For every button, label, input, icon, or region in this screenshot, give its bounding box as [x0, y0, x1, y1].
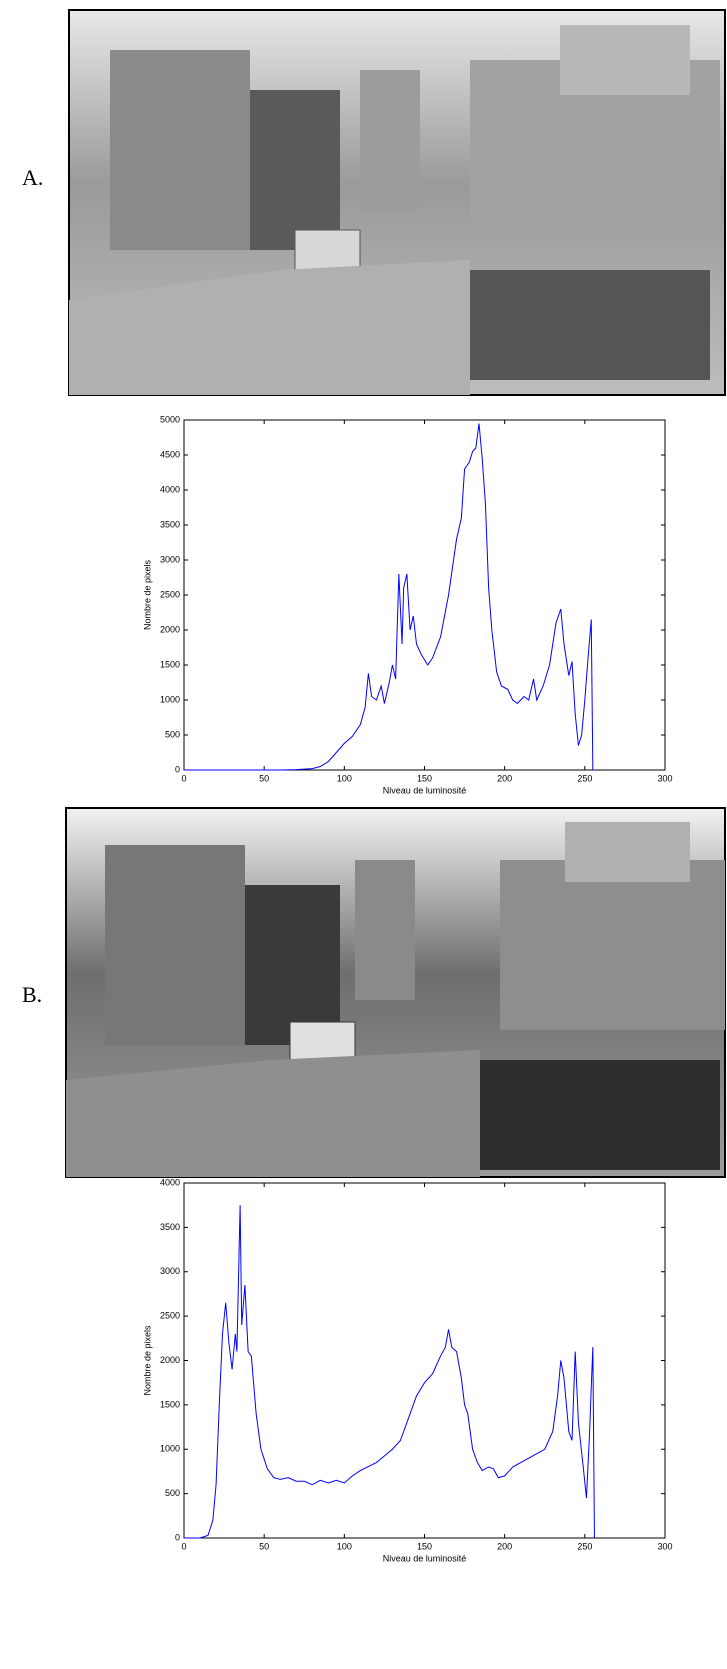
- y-tick-label: 3000: [160, 554, 180, 564]
- x-tick-label: 50: [259, 1541, 269, 1551]
- y-tick-label: 2000: [160, 624, 180, 634]
- y-tick-label: 4500: [160, 449, 180, 459]
- plot-frame: [183, 419, 666, 771]
- y-tick-label: 2000: [160, 1355, 180, 1365]
- x-tick-label: 0: [181, 773, 186, 783]
- y-tick-label: 500: [165, 729, 180, 739]
- x-tick-label: 300: [657, 773, 672, 783]
- x-tick-label: 300: [657, 1541, 672, 1551]
- y-tick-label: 0: [175, 764, 180, 774]
- data-line: [184, 423, 595, 771]
- photo-b: [65, 807, 726, 1178]
- x-tick-label: 150: [417, 773, 432, 783]
- x-tick-label: 100: [337, 773, 352, 783]
- y-tick-label: 5000: [160, 414, 180, 424]
- y-tick-label: 1000: [160, 1444, 180, 1454]
- y-tick-label: 2500: [160, 1311, 180, 1321]
- x-tick-label: 250: [577, 1541, 592, 1551]
- x-tick-label: 150: [417, 1541, 432, 1551]
- x-tick-label: 250: [577, 773, 592, 783]
- x-axis-label: Niveau de luminosité: [383, 785, 467, 795]
- y-tick-label: 4000: [160, 484, 180, 494]
- y-tick-label: 3500: [160, 1222, 180, 1232]
- y-tick-label: 4000: [160, 1177, 180, 1187]
- x-tick-label: 0: [181, 1541, 186, 1551]
- x-tick-label: 100: [337, 1541, 352, 1551]
- y-axis-label: Nombre de pixels: [142, 559, 152, 630]
- x-axis-label: Niveau de luminosité: [383, 1553, 467, 1563]
- panel-label: B.: [22, 982, 42, 1007]
- panel-label: A.: [22, 165, 43, 190]
- y-tick-label: 2500: [160, 589, 180, 599]
- y-tick-label: 1000: [160, 694, 180, 704]
- y-tick-label: 500: [165, 1488, 180, 1498]
- x-tick-label: 200: [497, 773, 512, 783]
- y-tick-label: 0: [175, 1532, 180, 1542]
- y-tick-label: 1500: [160, 1399, 180, 1409]
- photo-a: [68, 9, 726, 396]
- y-tick-label: 3500: [160, 519, 180, 529]
- data-line: [184, 1205, 595, 1539]
- y-tick-label: 3000: [160, 1266, 180, 1276]
- x-tick-label: 200: [497, 1541, 512, 1551]
- y-tick-label: 1500: [160, 659, 180, 669]
- y-axis-label: Nombre de pixels: [142, 1325, 152, 1396]
- x-tick-label: 50: [259, 773, 269, 783]
